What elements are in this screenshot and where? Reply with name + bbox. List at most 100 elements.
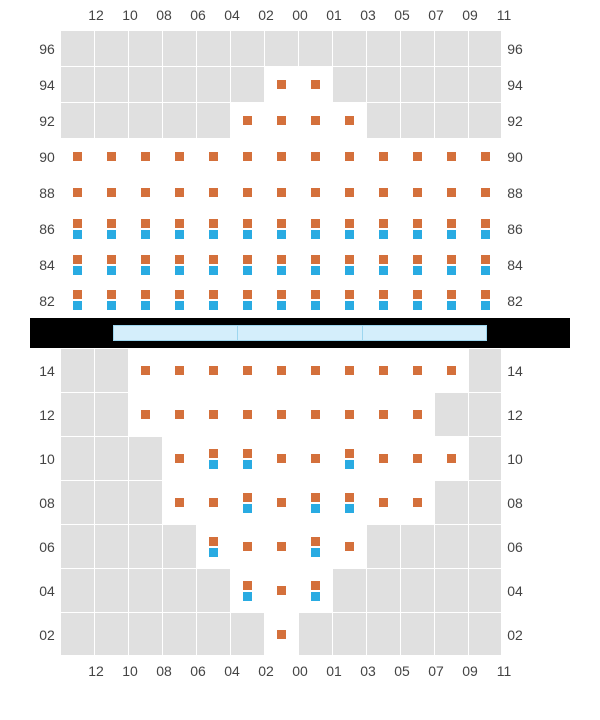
seat-cell[interactable] <box>230 436 264 480</box>
seat-cell[interactable] <box>400 392 434 436</box>
seat-cell[interactable] <box>400 210 434 246</box>
seat-cell[interactable] <box>264 138 298 174</box>
seat-cell[interactable] <box>264 210 298 246</box>
seat-cell[interactable] <box>264 480 298 524</box>
seat-cell[interactable] <box>366 348 400 392</box>
seat-cell[interactable] <box>298 348 332 392</box>
seat-cell[interactable] <box>230 138 264 174</box>
seat-cell[interactable] <box>264 612 298 656</box>
seat-cell[interactable] <box>264 174 298 210</box>
seat-cell[interactable] <box>298 480 332 524</box>
seat-cell[interactable] <box>196 138 230 174</box>
seat-cell[interactable] <box>264 102 298 138</box>
seat-cell[interactable] <box>162 348 196 392</box>
seat-cell[interactable] <box>94 174 128 210</box>
seat-cell[interactable] <box>94 282 128 318</box>
seat-cell[interactable] <box>434 282 468 318</box>
seat-cell[interactable] <box>400 174 434 210</box>
seat-cell[interactable] <box>128 392 162 436</box>
seat-cell[interactable] <box>264 568 298 612</box>
seat-cell[interactable] <box>298 392 332 436</box>
seat-cell[interactable] <box>332 282 366 318</box>
seat-cell[interactable] <box>434 210 468 246</box>
seat-cell[interactable] <box>366 246 400 282</box>
seat-cell[interactable] <box>264 246 298 282</box>
seat-cell[interactable] <box>332 102 366 138</box>
seat-cell[interactable] <box>332 138 366 174</box>
seat-cell[interactable] <box>230 282 264 318</box>
seat-cell[interactable] <box>264 66 298 102</box>
seat-cell[interactable] <box>332 348 366 392</box>
seat-cell[interactable] <box>400 138 434 174</box>
seat-cell[interactable] <box>366 282 400 318</box>
seat-cell[interactable] <box>298 568 332 612</box>
seat-cell[interactable] <box>332 210 366 246</box>
seat-cell[interactable] <box>366 210 400 246</box>
seat-cell[interactable] <box>298 246 332 282</box>
seat-cell[interactable] <box>264 282 298 318</box>
seat-cell[interactable] <box>196 282 230 318</box>
seat-cell[interactable] <box>434 436 468 480</box>
seat-cell[interactable]: 90 <box>60 138 94 174</box>
seat-cell[interactable] <box>434 138 468 174</box>
seat-cell[interactable] <box>94 246 128 282</box>
seat-cell[interactable] <box>332 436 366 480</box>
seat-cell[interactable] <box>366 174 400 210</box>
seat-cell[interactable]: 86 <box>468 210 502 246</box>
seat-cell[interactable] <box>128 174 162 210</box>
seat-cell[interactable] <box>366 392 400 436</box>
seat-cell[interactable] <box>366 436 400 480</box>
seat-cell[interactable] <box>264 524 298 568</box>
seat-cell[interactable] <box>400 348 434 392</box>
seat-cell[interactable] <box>332 392 366 436</box>
seat-cell[interactable] <box>434 348 468 392</box>
seat-cell[interactable] <box>196 524 230 568</box>
seat-cell[interactable] <box>332 524 366 568</box>
seat-cell[interactable] <box>196 480 230 524</box>
seat-cell[interactable] <box>264 436 298 480</box>
seat-cell[interactable] <box>230 174 264 210</box>
seat-cell[interactable] <box>400 282 434 318</box>
seat-cell[interactable] <box>298 210 332 246</box>
seat-cell[interactable] <box>230 102 264 138</box>
seat-cell[interactable] <box>264 392 298 436</box>
seat-cell[interactable] <box>230 210 264 246</box>
seat-cell[interactable] <box>230 524 264 568</box>
seat-cell[interactable] <box>332 480 366 524</box>
seat-cell[interactable] <box>94 138 128 174</box>
seat-cell[interactable] <box>162 210 196 246</box>
seat-cell[interactable] <box>94 210 128 246</box>
seat-cell[interactable] <box>162 436 196 480</box>
seat-cell[interactable]: 86 <box>60 210 94 246</box>
seat-cell[interactable] <box>298 102 332 138</box>
seat-cell[interactable] <box>128 138 162 174</box>
seat-cell[interactable] <box>162 392 196 436</box>
seat-cell[interactable] <box>196 174 230 210</box>
seat-cell[interactable] <box>400 246 434 282</box>
seat-cell[interactable] <box>298 282 332 318</box>
seat-cell[interactable]: 88 <box>60 174 94 210</box>
seat-cell[interactable] <box>162 138 196 174</box>
seat-cell[interactable] <box>366 138 400 174</box>
seat-cell[interactable] <box>162 480 196 524</box>
seat-cell[interactable]: 90 <box>468 138 502 174</box>
seat-cell[interactable] <box>230 348 264 392</box>
seat-cell[interactable] <box>434 174 468 210</box>
seat-cell[interactable] <box>366 480 400 524</box>
seat-cell[interactable] <box>332 246 366 282</box>
seat-cell[interactable] <box>196 246 230 282</box>
seat-cell[interactable] <box>162 246 196 282</box>
seat-cell[interactable] <box>230 480 264 524</box>
seat-cell[interactable] <box>128 210 162 246</box>
seat-cell[interactable] <box>128 282 162 318</box>
seat-cell[interactable] <box>230 568 264 612</box>
seat-cell[interactable] <box>298 436 332 480</box>
seat-cell[interactable]: 82 <box>60 282 94 318</box>
seat-cell[interactable] <box>298 66 332 102</box>
seat-cell[interactable] <box>196 392 230 436</box>
seat-cell[interactable] <box>162 174 196 210</box>
seat-cell[interactable] <box>196 210 230 246</box>
seat-cell[interactable]: 88 <box>468 174 502 210</box>
seat-cell[interactable]: 84 <box>60 246 94 282</box>
seat-cell[interactable] <box>196 348 230 392</box>
